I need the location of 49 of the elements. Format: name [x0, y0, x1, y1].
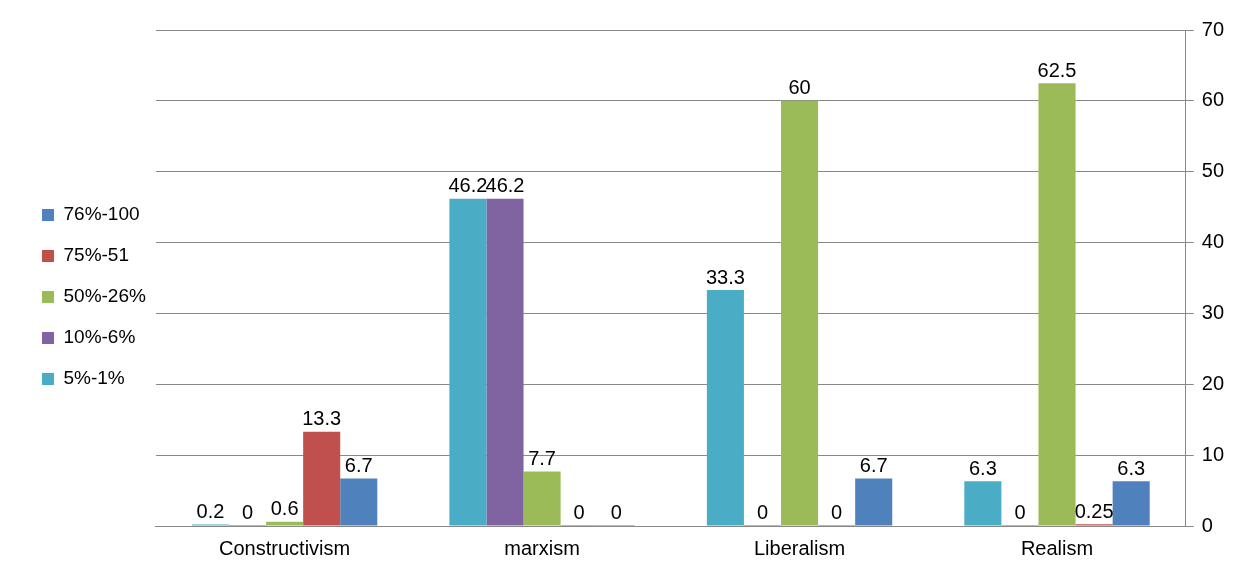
data-label: 0 [1014, 500, 1026, 523]
x-tick-label: Liberalism [753, 536, 846, 559]
data-label: 6.3 [1117, 456, 1146, 479]
y-tick-label: 70 [1201, 17, 1224, 40]
bar [340, 478, 378, 526]
data-label: 0 [756, 500, 769, 523]
data-label: 0.6 [270, 497, 299, 520]
bar [486, 198, 524, 526]
bar [964, 481, 1002, 526]
data-label: 0 [241, 500, 254, 523]
data-label: 6.7 [859, 454, 888, 477]
data-label: 7.7 [528, 446, 556, 469]
data-label: 62.5 [1037, 58, 1077, 81]
y-tick-label: 0 [1201, 513, 1213, 536]
data-label: 6.7 [344, 454, 373, 477]
data-label: 6.3 [968, 456, 997, 479]
data-label: 46.2 [448, 174, 488, 197]
bar [303, 431, 341, 526]
data-label: 46.2 [485, 174, 525, 197]
bar [1038, 83, 1076, 526]
data-label: 13.3 [302, 407, 342, 430]
data-label: 0 [610, 500, 622, 523]
x-tick-label: marxism [504, 536, 580, 559]
y-tick-label: 10 [1201, 442, 1224, 465]
legend-label: 10%-6% [63, 326, 136, 348]
y-tick-label: 60 [1201, 88, 1224, 111]
data-label: 33.3 [705, 265, 745, 288]
y-tick-label: 30 [1201, 300, 1224, 323]
bar [449, 198, 487, 526]
bar [781, 100, 819, 526]
bar [855, 478, 893, 526]
bar [1112, 481, 1150, 526]
legend-label: 76%-100 [63, 203, 140, 225]
data-label: 0.25 [1074, 499, 1114, 522]
legend-label: 50%-26% [63, 285, 146, 307]
x-tick-label: Constructivism [219, 536, 351, 559]
bar [523, 471, 561, 526]
y-tick-label: 40 [1201, 230, 1224, 253]
y-tick-label: 50 [1201, 159, 1224, 182]
data-label: 60 [788, 76, 811, 99]
data-label: 0 [831, 500, 843, 523]
data-label: 0 [573, 500, 585, 523]
legend-label: 5%-1% [63, 367, 125, 389]
bar [706, 290, 744, 526]
x-tick-label: Realism [1020, 536, 1094, 559]
data-label: 0.2 [196, 500, 225, 523]
y-tick-label: 20 [1201, 371, 1224, 394]
bar [266, 521, 304, 526]
legend-label: 75%-51 [63, 244, 129, 266]
